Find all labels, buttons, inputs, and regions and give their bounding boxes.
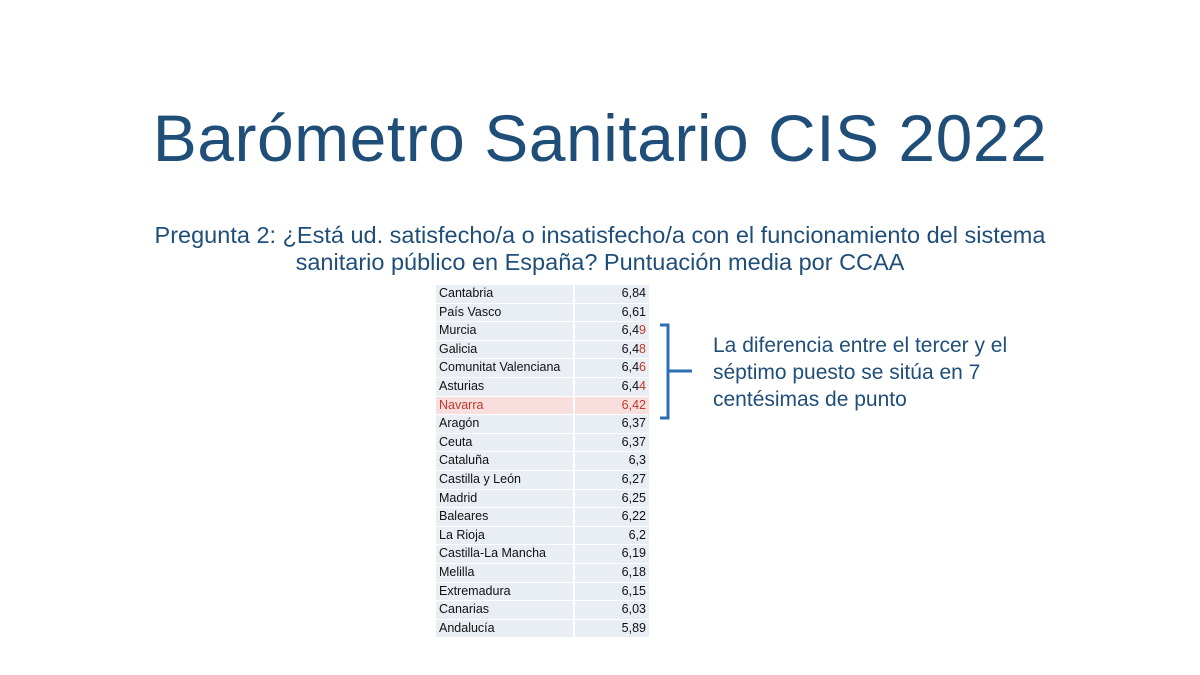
score-digits: 6,2 [628, 527, 646, 542]
ccaa-score: 6,37 [574, 414, 649, 434]
ccaa-ranking-table: Cantabria 6,84 País Vasco 6,61 Murcia 6,49 Gal… [436, 285, 649, 639]
ccaa-name: Aragón [436, 414, 575, 434]
ccaa-name: Castilla y León [436, 470, 575, 490]
ccaa-score: 5,89 [574, 619, 649, 639]
ccaa-name: Cantabria [436, 285, 575, 304]
ccaa-name: Murcia [436, 321, 575, 341]
score-digits: 6,03 [621, 602, 646, 617]
ccaa-name: Navarra [436, 396, 575, 416]
bracket-note: La diferencia entre el tercer y el sépti… [713, 334, 1008, 411]
score-digits: 6,4 [621, 378, 640, 393]
score-last-digit: 8 [639, 341, 646, 356]
right-bracket-icon [660, 323, 692, 420]
score-digits: 6,18 [621, 564, 646, 579]
ccaa-name: Madrid [436, 489, 575, 509]
table-row: Murcia 6,49 [436, 321, 649, 341]
score-digits: 6,37 [621, 434, 646, 449]
table-row: Madrid 6,25 [436, 489, 649, 509]
table-row: Comunitat Valenciana 6,46 [436, 358, 649, 378]
table-row: Castilla y León 6,27 [436, 470, 649, 490]
table-row: La Rioja 6,2 [436, 526, 649, 546]
table-row: Cantabria 6,84 [436, 285, 649, 304]
ccaa-name: Comunitat Valenciana [436, 358, 575, 378]
score-digits: 6,25 [621, 490, 646, 505]
ccaa-score: 6,46 [574, 358, 649, 378]
ccaa-name: Andalucía [436, 619, 575, 639]
score-digits: 6,15 [621, 583, 646, 598]
ccaa-score: 6,3 [574, 451, 649, 471]
ccaa-score: 6,49 [574, 321, 649, 341]
score-digits: 6,3 [628, 453, 646, 468]
score-last-digit: 2 [639, 397, 646, 412]
score-digits: 6,61 [621, 304, 646, 319]
score-digits: 6,37 [621, 416, 646, 431]
ccaa-name: Ceuta [436, 433, 575, 453]
table-row: País Vasco 6,61 [436, 303, 649, 323]
table-row: Galicia 6,48 [436, 340, 649, 360]
ccaa-score: 6,25 [574, 489, 649, 509]
ccaa-name: Extremadura [436, 582, 575, 602]
ccaa-score: 6,48 [574, 340, 649, 360]
table-row: Cataluña 6,3 [436, 451, 649, 471]
table-row: Melilla 6,18 [436, 563, 649, 583]
score-last-digit: 9 [639, 323, 646, 338]
ccaa-name: Melilla [436, 563, 575, 583]
score-digits: 6,4 [621, 341, 640, 356]
score-digits: 6,4 [621, 397, 640, 412]
table-row: Baleares 6,22 [436, 507, 649, 527]
ccaa-score: 6,44 [574, 377, 649, 397]
ccaa-score: 6,15 [574, 582, 649, 602]
table-row: Castilla-La Mancha 6,19 [436, 544, 649, 564]
ccaa-name: Cataluña [436, 451, 575, 471]
score-last-digit: 6 [639, 360, 646, 375]
table-row: Aragón 6,37 [436, 414, 649, 434]
table-row: Navarra 6,42 [436, 396, 649, 416]
ccaa-score: 6,19 [574, 544, 649, 564]
score-digits: 6,4 [621, 323, 640, 338]
ccaa-score: 6,22 [574, 507, 649, 527]
ccaa-score: 6,37 [574, 433, 649, 453]
slide-title: Barómetro Sanitario CIS 2022 [152, 101, 1048, 175]
score-digits: 5,89 [621, 620, 646, 635]
slide-subtitle: Pregunta 2: ¿Está ud. satisfecho/a o ins… [154, 222, 1046, 275]
score-digits: 6,19 [621, 546, 646, 561]
ccaa-score: 6,42 [574, 396, 649, 416]
ccaa-name: Canarias [436, 600, 575, 620]
table-row: Asturias 6,44 [436, 377, 649, 397]
ccaa-score: 6,61 [574, 303, 649, 323]
ccaa-name: Baleares [436, 507, 575, 527]
ccaa-name: Asturias [436, 377, 575, 397]
ccaa-name: País Vasco [436, 303, 575, 323]
score-digits: 6,4 [621, 360, 640, 375]
table-row: Canarias 6,03 [436, 600, 649, 620]
ccaa-score: 6,2 [574, 526, 649, 546]
ccaa-score: 6,27 [574, 470, 649, 490]
table-row: Ceuta 6,37 [436, 433, 649, 453]
ccaa-name: La Rioja [436, 526, 575, 546]
score-digits: 6,27 [621, 471, 646, 486]
table-row: Andalucía 5,89 [436, 619, 649, 639]
ranking-table-body: Cantabria 6,84 País Vasco 6,61 Murcia 6,49 Gal… [436, 285, 649, 639]
score-last-digit: 4 [639, 378, 646, 393]
ccaa-name: Castilla-La Mancha [436, 544, 575, 564]
ccaa-score: 6,18 [574, 563, 649, 583]
ccaa-name: Galicia [436, 340, 575, 360]
table-row: Extremadura 6,15 [436, 582, 649, 602]
score-digits: 6,22 [621, 509, 646, 524]
ccaa-score: 6,03 [574, 600, 649, 620]
score-digits: 6,84 [621, 286, 646, 300]
ccaa-score: 6,84 [574, 285, 649, 304]
